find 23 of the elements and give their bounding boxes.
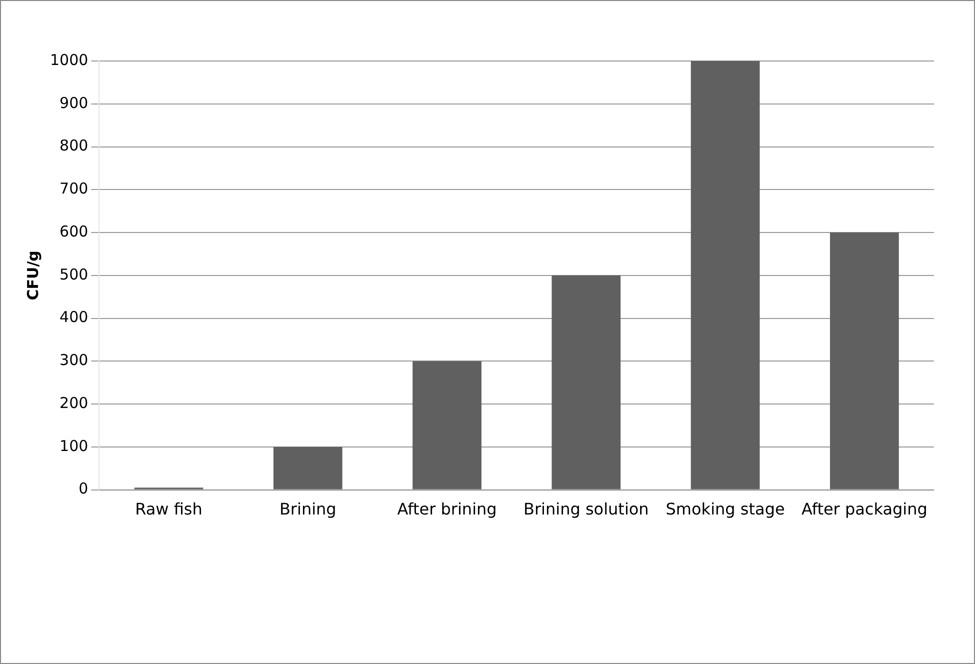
y-tick-label: 700 [60, 180, 88, 198]
x-tick-label: After brining [397, 500, 497, 519]
x-tick-label: Raw fish [135, 500, 202, 519]
bar [690, 61, 760, 490]
x-tick-label: Brining [279, 500, 336, 519]
bar [552, 275, 621, 490]
x-tick-label: Brining solution [523, 500, 649, 519]
y-axis-title: CFU/g [24, 250, 42, 300]
y-tick-label: 800 [60, 136, 88, 155]
bar [412, 361, 482, 490]
y-tick-label: 900 [60, 94, 88, 112]
x-tick-label: Smoking stage [666, 500, 785, 519]
y-tick-label: 500 [60, 265, 88, 284]
y-tick-label: 600 [60, 222, 88, 240]
y-tick-label: 100 [60, 436, 88, 455]
y-tick-label: 400 [60, 308, 88, 326]
y-tick-label: 0 [78, 480, 88, 498]
y-tick-label: 300 [60, 351, 88, 370]
y-tick-label: 200 [60, 394, 88, 412]
x-tick-label: After packaging [801, 500, 928, 519]
bar [830, 232, 899, 490]
bar [273, 446, 342, 490]
y-tick-label: 1000 [50, 50, 88, 69]
